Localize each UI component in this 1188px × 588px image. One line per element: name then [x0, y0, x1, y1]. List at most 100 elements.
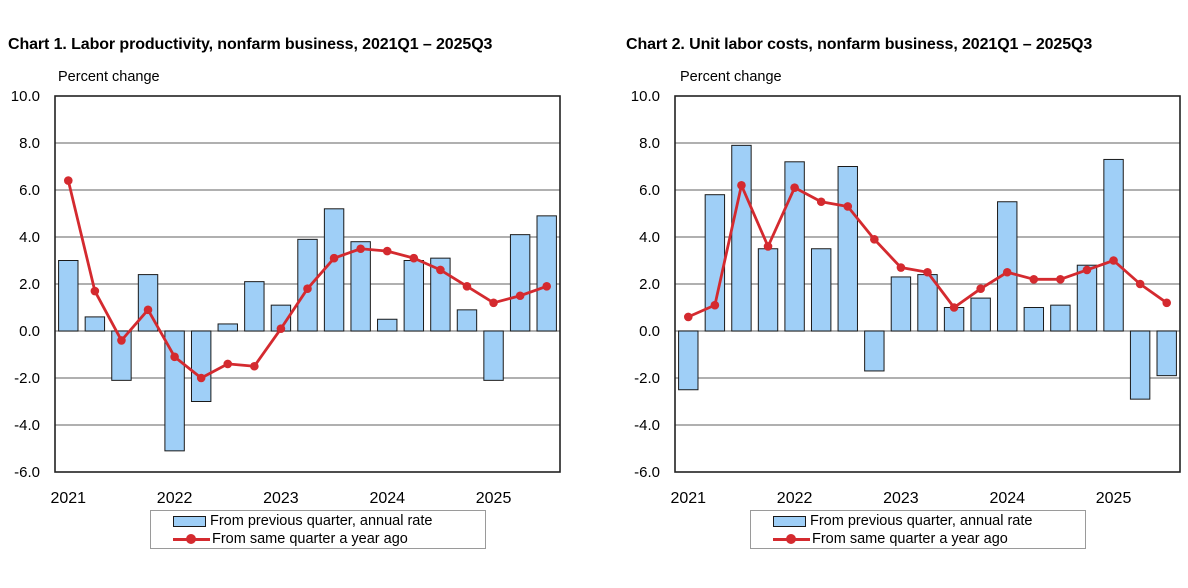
x-tick-label: 2024 [369, 490, 405, 507]
bar [350, 241, 371, 332]
bar [403, 260, 425, 332]
line-point [409, 253, 419, 263]
y-tick-label: 4.0 [639, 229, 660, 246]
line-point [63, 176, 73, 185]
line-point [1135, 279, 1145, 289]
bar [323, 208, 345, 332]
bar [1129, 330, 1151, 400]
y-axis-label: Percent change [680, 69, 782, 85]
bar [784, 161, 805, 332]
line-point [843, 202, 853, 211]
line-point [870, 235, 879, 244]
bar [731, 144, 752, 332]
bar [704, 194, 726, 332]
x-tick-label: 2023 [263, 490, 299, 507]
y-tick-label: 0.0 [639, 323, 660, 340]
line-point [276, 324, 286, 333]
y-tick-label: -6.0 [14, 464, 40, 481]
x-tick-label: 2022 [777, 490, 813, 507]
line-point [382, 246, 392, 256]
bar [483, 330, 504, 381]
bar [1023, 307, 1045, 332]
legend-bar-label: From previous quarter, annual rate [810, 513, 1033, 529]
y-tick-label: -4.0 [634, 417, 660, 434]
line-point [436, 265, 445, 275]
bar [757, 248, 779, 332]
chart-2-panel: Chart 2. Unit labor costs, nonfarm busin… [594, 0, 1188, 588]
plot-frame [674, 95, 1181, 473]
chart-1-panel: Chart 1. Labor productivity, nonfarm bus… [8, 36, 561, 549]
bar [864, 330, 885, 372]
x-tick-label: 2021 [670, 490, 706, 507]
legend-bar-swatch [773, 515, 806, 527]
line-point [710, 300, 720, 310]
bar [84, 316, 106, 332]
y-tick-label: -6.0 [634, 464, 660, 481]
y-axis-label: Percent change [58, 69, 160, 85]
line-point [1162, 298, 1172, 308]
line-point [896, 263, 906, 272]
y-tick-label: 8.0 [19, 135, 40, 152]
legend-line-swatch [773, 533, 810, 545]
y-tick-label: 10.0 [631, 88, 660, 105]
line-point [515, 291, 525, 301]
line-point [196, 373, 206, 383]
line-point [737, 181, 746, 190]
line-point [223, 359, 233, 369]
line-point [976, 284, 985, 294]
bar [536, 215, 557, 332]
line-point [329, 253, 339, 263]
chart-2-plot: 10.0 8.0 6.0 4.0 2.0 0.0 -2.0 -4.0 -6.0 2021 2022 2… [631, 88, 1181, 507]
legend-item-line: From same quarter a year ago [173, 530, 408, 548]
chart-legend: From previous quarter, annual rate From … [750, 510, 1086, 549]
chart-1-plot: 10.0 8.0 6.0 4.0 2.0 0.0 -2.0 -4.0 -6.0 2021 2022 2… [11, 88, 561, 507]
line-point [1056, 275, 1065, 284]
legend-item-bars: From previous quarter, annual rate [173, 512, 432, 530]
bar [430, 257, 451, 332]
line-point [117, 336, 126, 345]
x-tick-label: 2025 [476, 490, 512, 507]
chart-legend: From previous quarter, annual rate From … [150, 510, 486, 549]
bar [890, 276, 912, 332]
y-tick-label: 0.0 [19, 323, 40, 340]
y-tick-label: 10.0 [11, 88, 40, 105]
x-tick-label: 2024 [989, 490, 1025, 507]
y-tick-label: 2.0 [639, 276, 660, 293]
legend-line-swatch [173, 533, 210, 545]
chart-title: Chart 1. Labor productivity, nonfarm bus… [8, 36, 493, 53]
line-point [170, 352, 179, 362]
line-point [763, 242, 773, 251]
line-point [250, 361, 259, 371]
bar [970, 297, 991, 332]
bar [456, 309, 478, 332]
bar [244, 281, 265, 332]
line-point [790, 183, 799, 192]
line-point [356, 244, 365, 254]
y-tick-label: -2.0 [634, 370, 660, 387]
bar [1050, 304, 1071, 332]
bar [1076, 264, 1098, 332]
bar [837, 166, 858, 332]
x-tick-label: 2021 [50, 490, 86, 507]
chart-title: Chart 2. Unit labor costs, nonfarm busin… [626, 36, 1093, 53]
legend-item-line: From same quarter a year ago [773, 530, 1008, 548]
line-point [1002, 267, 1012, 277]
legend-line-label: From same quarter a year ago [212, 531, 408, 547]
line-point [90, 286, 100, 296]
y-tick-label: 6.0 [19, 182, 40, 199]
line-point [462, 282, 472, 291]
bar [1156, 330, 1177, 377]
line-point [489, 298, 498, 308]
plot-frame [54, 95, 561, 473]
y-tick-label: 4.0 [19, 229, 40, 246]
bar [58, 260, 79, 332]
y-tick-label: 6.0 [639, 182, 660, 199]
line-point [816, 197, 826, 207]
bar [377, 318, 398, 332]
line-point [1029, 275, 1039, 284]
y-tick-label: 8.0 [639, 135, 660, 152]
bar [678, 330, 699, 391]
line-point [542, 282, 552, 291]
x-tick-label: 2025 [1096, 490, 1132, 507]
bar [509, 234, 531, 332]
